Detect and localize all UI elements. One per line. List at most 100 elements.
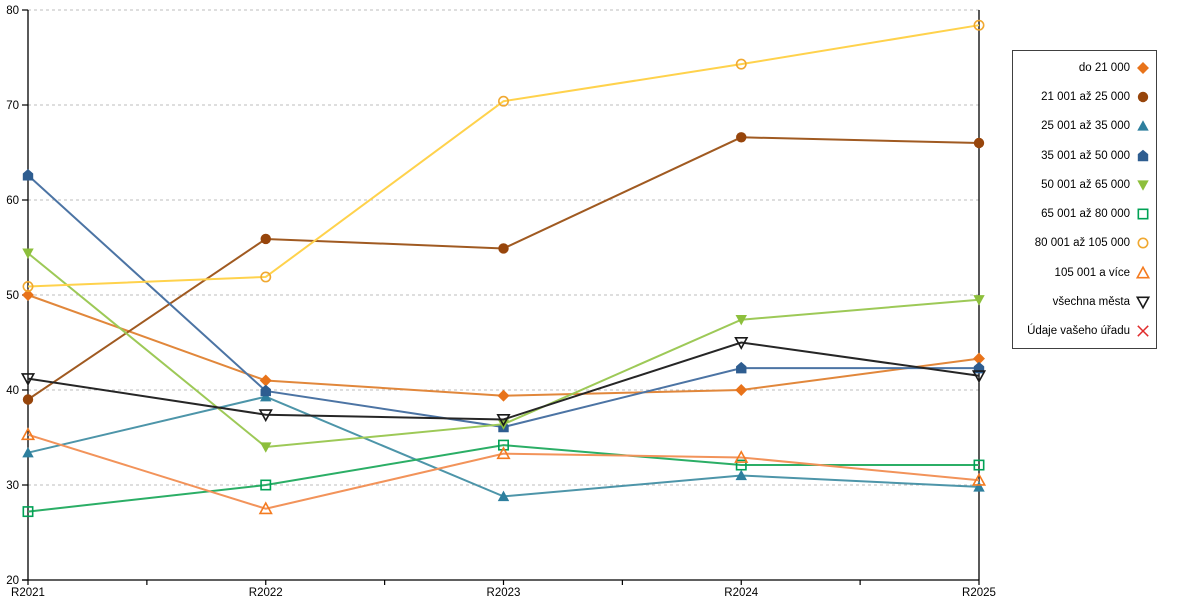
circle-marker-icon — [735, 58, 747, 70]
y-tick-label: 60 — [6, 195, 19, 207]
legend-marker-open-triangle-down-icon — [1135, 294, 1151, 310]
circle-marker-icon — [973, 137, 985, 149]
series-line — [27, 136, 980, 401]
triangle-up-marker-icon — [497, 490, 510, 502]
square-marker-icon — [260, 479, 272, 491]
legend-marker-square-icon — [1135, 206, 1151, 222]
square-marker-icon — [1137, 208, 1149, 220]
legend-item: 50 001 až 65 000 — [1015, 171, 1151, 199]
x-tick-label: R2025 — [962, 587, 996, 599]
circle-marker-icon — [498, 243, 509, 254]
diamond-marker-icon — [1137, 61, 1149, 74]
x-tick-label: R2024 — [724, 587, 758, 599]
series-line — [27, 433, 980, 510]
pentagon-marker-icon — [22, 169, 34, 181]
series-line — [27, 294, 980, 397]
legend-marker-triangle-down-icon — [1135, 177, 1151, 193]
x-tick-label: R2021 — [11, 587, 45, 599]
legend-marker-open-triangle-icon — [1135, 265, 1151, 281]
x-marker-icon — [1137, 325, 1149, 338]
legend-marker-diamond-icon — [1135, 60, 1151, 76]
triangle-up-marker-icon — [496, 446, 511, 460]
triangle-down-marker-icon — [734, 337, 749, 350]
legend-item: 105 001 a více — [1015, 259, 1151, 287]
series-line — [27, 252, 980, 449]
pentagon-marker-icon — [260, 384, 271, 397]
y-tick-label: 50 — [6, 290, 19, 302]
legend-marker-x-icon — [1135, 323, 1151, 339]
square-marker-icon — [973, 459, 985, 471]
x-tick-label: R2022 — [249, 587, 283, 599]
y-tick-label: 40 — [6, 385, 19, 397]
circle-marker-icon — [1137, 91, 1149, 103]
diamond-marker-icon — [973, 352, 985, 365]
triangle-down-marker-icon — [973, 295, 985, 306]
triangle-down-marker-icon — [496, 413, 511, 427]
y-tick-label: 70 — [6, 100, 19, 112]
y-tick-label: 30 — [6, 480, 19, 492]
triangle-up-marker-icon — [973, 481, 985, 492]
legend-item: 21 001 až 25 000 — [1015, 83, 1151, 111]
triangle-up-marker-icon — [734, 450, 749, 463]
circle-marker-icon — [22, 280, 34, 292]
legend-label: 105 001 a více — [1054, 266, 1130, 279]
diamond-marker-icon — [259, 374, 272, 387]
legend-item: do 21 000 — [1015, 54, 1151, 82]
triangle-up-marker-icon — [735, 469, 747, 481]
circle-marker-icon — [260, 271, 272, 283]
legend: do 21 000 21 001 až 25 000 25 001 až 35 … — [1012, 50, 1157, 349]
diamond-marker-icon — [735, 384, 748, 396]
triangle-down-marker-icon — [735, 315, 747, 326]
legend-label: všechna města — [1052, 296, 1130, 309]
legend-label: 50 001 až 65 000 — [1041, 178, 1130, 191]
circle-marker-icon — [498, 95, 509, 107]
legend-marker-pentagon-icon — [1135, 148, 1151, 164]
legend-label: 25 001 až 35 000 — [1041, 120, 1130, 133]
diamond-marker-icon — [22, 289, 34, 301]
circle-marker-icon — [22, 394, 34, 405]
square-marker-icon — [498, 439, 509, 451]
series-line — [27, 174, 979, 429]
triangle-down-marker-icon — [20, 373, 36, 386]
circle-marker-icon — [736, 132, 747, 143]
series-line — [27, 24, 980, 288]
legend-marker-triangle-up-icon — [1135, 118, 1151, 134]
x-tick-label: R2023 — [487, 587, 521, 599]
triangle-down-marker-icon — [1135, 296, 1151, 310]
circle-marker-icon — [1137, 237, 1149, 249]
legend-item: 35 001 až 50 000 — [1015, 142, 1151, 170]
series-line — [27, 341, 980, 421]
triangle-up-marker-icon — [971, 472, 987, 486]
triangle-down-marker-icon — [1137, 180, 1149, 191]
legend-marker-circle-icon — [1135, 89, 1151, 105]
legend-item: 65 001 až 80 000 — [1015, 200, 1151, 228]
legend-label: 65 001 až 80 000 — [1041, 208, 1130, 221]
legend-item: všechna města — [1015, 288, 1151, 316]
square-marker-icon — [22, 506, 34, 518]
diamond-marker-icon — [497, 389, 510, 402]
circle-marker-icon — [973, 19, 985, 31]
legend-label: do 21 000 — [1078, 61, 1130, 74]
y-tick-label: 80 — [6, 5, 19, 17]
triangle-up-marker-icon — [1137, 120, 1149, 131]
triangle-up-marker-icon — [1135, 265, 1151, 279]
legend-item: 25 001 až 35 000 — [1015, 112, 1151, 140]
legend-label: 35 001 až 50 000 — [1041, 149, 1130, 162]
legend-marker-open-circle-icon — [1135, 235, 1151, 251]
pentagon-marker-icon — [736, 361, 747, 374]
legend-label: Údaje vašeho úřadu — [1027, 325, 1130, 338]
triangle-up-marker-icon — [22, 446, 34, 458]
y-tick-label: 20 — [6, 575, 19, 587]
legend-label: 21 001 až 25 000 — [1041, 90, 1130, 103]
legend-item: Údaje vašeho úřadu — [1015, 317, 1151, 345]
legend-label: 80 001 až 105 000 — [1034, 237, 1130, 250]
triangle-up-marker-icon — [258, 501, 273, 515]
triangle-down-marker-icon — [971, 370, 987, 384]
circle-marker-icon — [260, 233, 271, 245]
triangle-up-marker-icon — [20, 427, 36, 441]
triangle-down-marker-icon — [260, 442, 272, 453]
square-marker-icon — [735, 459, 747, 471]
legend-item: 80 001 až 105 000 — [1015, 229, 1151, 257]
